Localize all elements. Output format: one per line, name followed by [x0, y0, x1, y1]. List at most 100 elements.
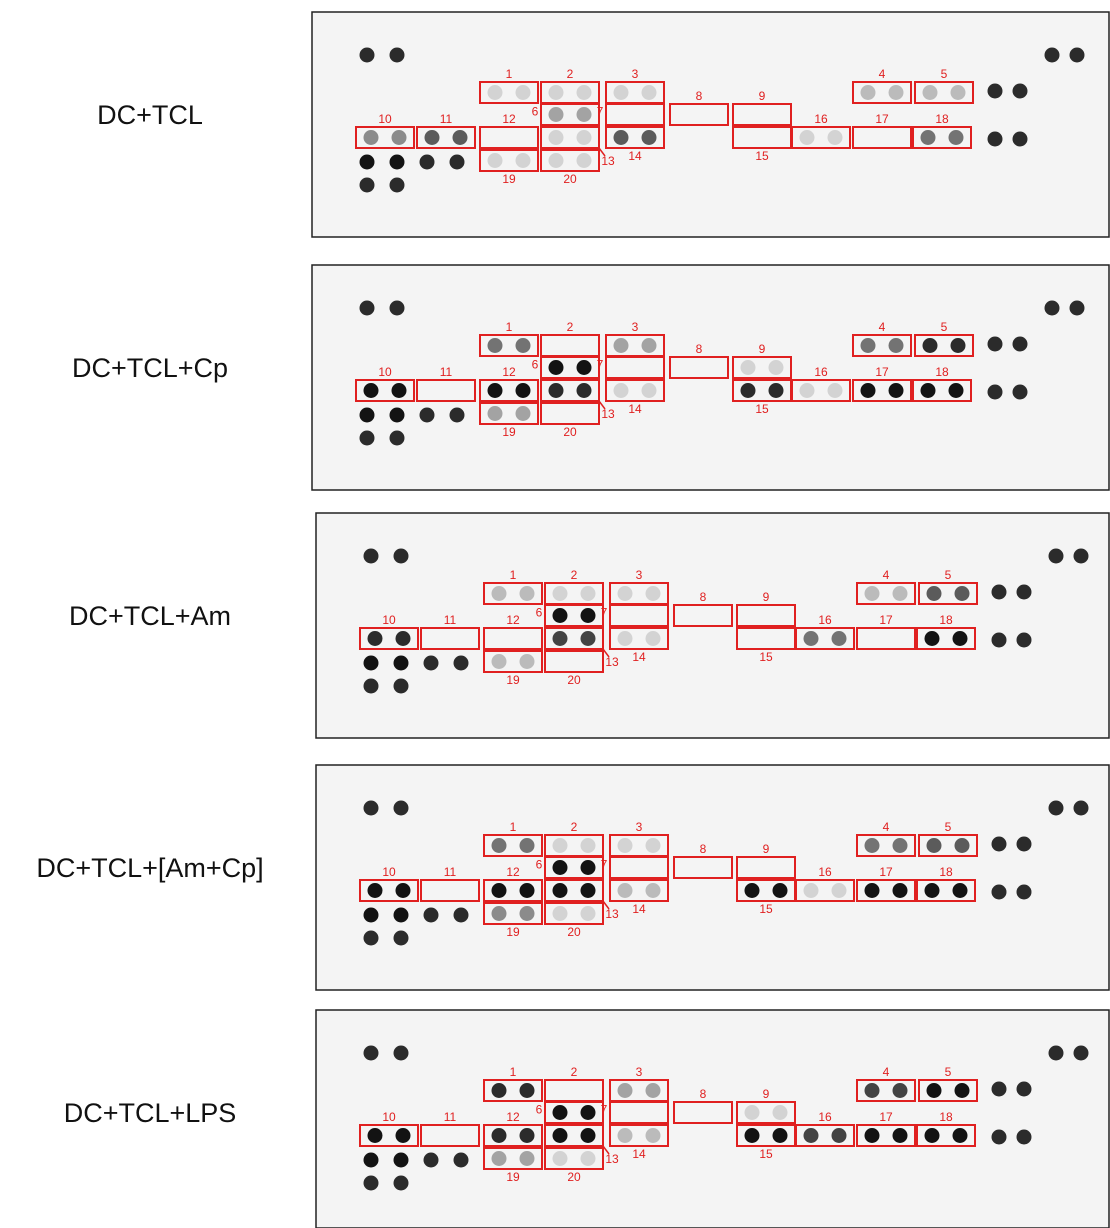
box-label: 1 [510, 1065, 517, 1079]
spot [646, 1083, 661, 1098]
spot [921, 383, 936, 398]
box-label: 17 [875, 365, 889, 379]
spot [396, 883, 411, 898]
spot [618, 883, 633, 898]
box-label: 3 [632, 320, 639, 334]
box-label: 2 [571, 568, 578, 582]
spot [1017, 1130, 1032, 1145]
box-label: 9 [759, 89, 766, 103]
spot [553, 608, 568, 623]
spot [549, 360, 564, 375]
box-label: 1 [506, 320, 513, 334]
spot [1013, 84, 1028, 99]
spot [773, 883, 788, 898]
spot [773, 1128, 788, 1143]
box-label: 14 [632, 1147, 646, 1161]
spot [581, 1151, 596, 1166]
box-label: 20 [563, 172, 577, 186]
spot [581, 586, 596, 601]
spot [889, 383, 904, 398]
spot [420, 155, 435, 170]
spot [800, 383, 815, 398]
spot [646, 631, 661, 646]
spot [581, 631, 596, 646]
box-label: 8 [700, 590, 707, 604]
spot [642, 338, 657, 353]
box-label: 13 [605, 1152, 619, 1166]
box-label: 9 [763, 842, 770, 856]
spot [865, 883, 880, 898]
spot [390, 178, 405, 193]
spot [581, 1128, 596, 1143]
spot [577, 85, 592, 100]
box-label: 11 [440, 112, 453, 126]
spot [520, 838, 535, 853]
spot [832, 631, 847, 646]
spot [769, 383, 784, 398]
spot [925, 631, 940, 646]
box-label: 1 [510, 568, 517, 582]
box-label: 5 [941, 67, 948, 81]
box-label: 17 [879, 1110, 893, 1124]
box-label: 5 [945, 1065, 952, 1079]
spot [861, 85, 876, 100]
spot [516, 338, 531, 353]
spot [865, 1083, 880, 1098]
spot [1017, 633, 1032, 648]
spot [893, 838, 908, 853]
spot [577, 383, 592, 398]
spot [861, 383, 876, 398]
box-label: 10 [382, 613, 396, 627]
spot [951, 338, 966, 353]
spot [454, 656, 469, 671]
spot [553, 860, 568, 875]
box-label: 6 [536, 606, 543, 620]
spot [988, 385, 1003, 400]
array-panel: DC+TCL+LPS123456789101112131415161718192… [64, 1010, 1109, 1228]
spot [642, 130, 657, 145]
spot [923, 338, 938, 353]
spot [492, 883, 507, 898]
spot [425, 130, 440, 145]
spot [549, 153, 564, 168]
spot [390, 431, 405, 446]
spot [424, 908, 439, 923]
spot [549, 383, 564, 398]
spot [745, 1128, 760, 1143]
spot [828, 383, 843, 398]
spot [390, 408, 405, 423]
spot [396, 1128, 411, 1143]
spot [1070, 48, 1085, 63]
spot [368, 631, 383, 646]
spot [861, 338, 876, 353]
membrane [316, 1010, 1109, 1228]
spot [646, 883, 661, 898]
spot [364, 130, 379, 145]
spot [992, 633, 1007, 648]
box-label: 20 [567, 1170, 581, 1184]
spot [988, 337, 1003, 352]
box-label: 19 [506, 673, 520, 687]
spot [450, 408, 465, 423]
box-label: 3 [636, 820, 643, 834]
spot [394, 1046, 409, 1061]
spot [553, 1128, 568, 1143]
spot [581, 883, 596, 898]
array-panel: DC+TCL+Am1234567891011121314151617181920 [69, 513, 1109, 738]
spot [360, 155, 375, 170]
spot [642, 85, 657, 100]
spot [992, 1130, 1007, 1145]
spot [618, 1083, 633, 1098]
box-label: 19 [502, 425, 516, 439]
spot [741, 360, 756, 375]
spot [360, 431, 375, 446]
spot [450, 155, 465, 170]
box-label: 6 [536, 858, 543, 872]
panel-label: DC+TCL+[Am+Cp] [36, 853, 263, 883]
box-label: 13 [601, 154, 615, 168]
box-label: 18 [935, 365, 949, 379]
box-label: 10 [382, 1110, 396, 1124]
spot [368, 1128, 383, 1143]
spot [549, 107, 564, 122]
box-label: 20 [567, 925, 581, 939]
